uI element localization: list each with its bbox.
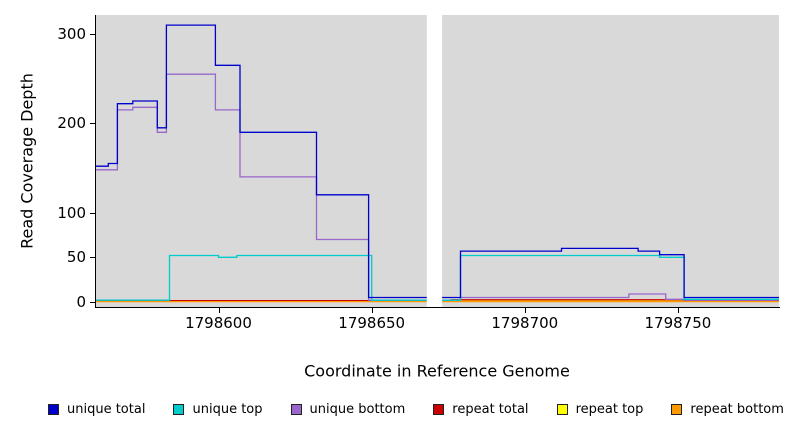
series-unique-total <box>96 24 779 299</box>
y-axis-title: Read Coverage Depth <box>17 73 37 249</box>
y-tick-label: 300 <box>57 25 86 43</box>
legend-item-repeat-bottom: repeat bottom <box>671 402 784 417</box>
legend-label: unique top <box>192 401 263 417</box>
legend-swatch-icon <box>173 403 185 415</box>
legend-item-repeat-total: repeat total <box>433 401 529 417</box>
legend-label: repeat total <box>452 401 529 417</box>
legend-item-repeat-top: repeat top <box>556 401 644 417</box>
x-tick-mark <box>524 308 526 313</box>
legend-swatch-icon <box>48 403 59 415</box>
plot-area <box>96 15 779 307</box>
x-tick-mark <box>218 308 220 313</box>
y-tick-label: 100 <box>57 203 86 222</box>
x-tick-mark <box>371 308 373 313</box>
legend-item-unique-bottom: unique bottom <box>290 401 406 417</box>
x-axis-title: Coordinate in Reference Genome <box>304 361 570 381</box>
x-tick-mark <box>677 308 679 313</box>
legend-swatch-icon <box>671 403 683 415</box>
legend-label: unique bottom <box>309 401 406 417</box>
coverage-gap-band <box>426 15 443 307</box>
series-unique-bottom <box>96 73 779 301</box>
legend-label: repeat top <box>575 401 644 417</box>
y-tick-mark <box>90 123 95 125</box>
legend-label: unique total <box>67 401 146 417</box>
x-axis-line <box>95 307 780 308</box>
legend: unique total unique top unique bottom repea… <box>48 398 784 420</box>
legend-swatch-icon <box>433 403 445 415</box>
y-tick-mark <box>90 34 95 35</box>
x-tick-label: 1798700 <box>491 314 559 332</box>
y-tick-mark <box>90 257 95 259</box>
y-tick-mark <box>90 212 95 214</box>
legend-item-unique-total: unique total <box>48 402 145 417</box>
y-tick-label: 50 <box>66 248 86 267</box>
series-unique-top <box>96 254 779 301</box>
y-tick-label: 0 <box>76 293 86 311</box>
x-tick-label: 1798750 <box>644 314 712 332</box>
legend-swatch-icon <box>290 403 302 415</box>
y-tick-label: 200 <box>57 114 86 133</box>
x-tick-label: 1798600 <box>185 314 252 332</box>
x-tick-label: 1798650 <box>338 314 406 332</box>
legend-label: repeat bottom <box>690 401 784 417</box>
y-tick-mark <box>90 302 95 303</box>
y-axis-line <box>95 15 96 308</box>
legend-item-unique-top: unique top <box>173 401 263 417</box>
legend-swatch-icon <box>556 403 568 415</box>
